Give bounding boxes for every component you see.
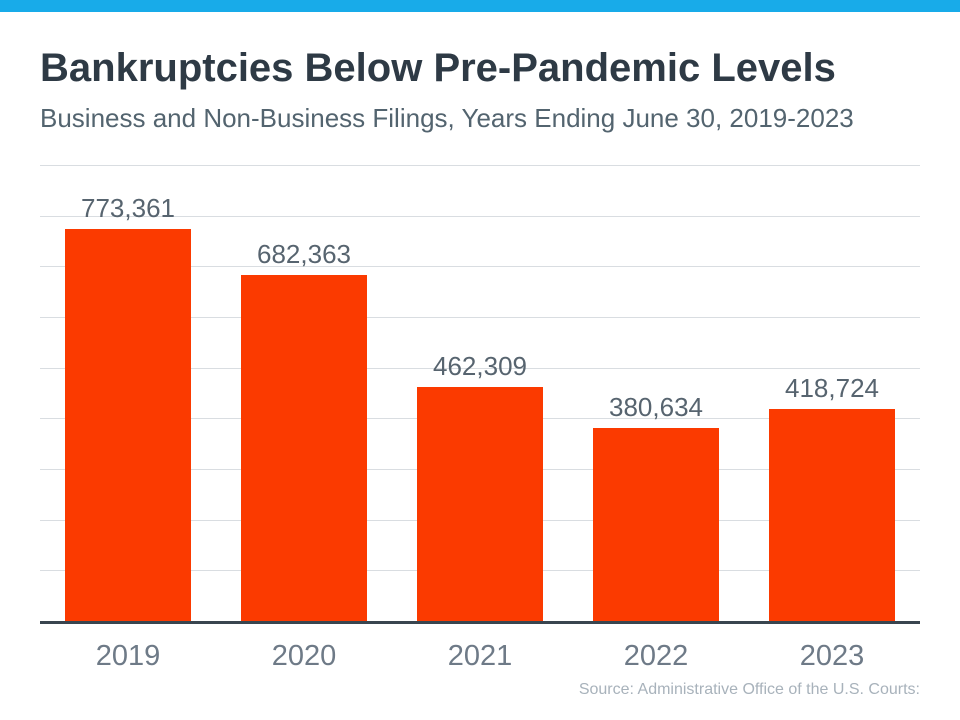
gridline: [40, 266, 920, 268]
header: Bankruptcies Below Pre-Pandemic Levels B…: [40, 44, 920, 134]
bars-row: 773,361 682,363 462,309 380,634 418,724: [40, 165, 920, 621]
x-axis-label-2021: 2021: [447, 640, 513, 672]
bar-2022: [593, 428, 719, 621]
x-axis-label-2022: 2022: [623, 640, 689, 672]
x-axis-label-2019: 2019: [95, 640, 161, 672]
bar-band: 462,309: [392, 165, 568, 621]
top-accent-banner: [0, 0, 960, 12]
gridline: [40, 367, 920, 369]
bar-band: 418,724: [744, 165, 920, 621]
bar-value-label: 462,309: [433, 350, 527, 381]
bar-2019: [65, 229, 191, 621]
gridline: [40, 215, 920, 217]
page-title: Bankruptcies Below Pre-Pandemic Levels: [40, 46, 836, 90]
bar-value-label: 418,724: [785, 372, 879, 403]
bar-2020: [241, 275, 367, 621]
x-axis: 2019 2020 2021 2022 2023: [40, 624, 920, 673]
bar-band: 773,361: [40, 165, 216, 621]
bar-chart: 773,361 682,363 462,309 380,634 418,724 2019…: [40, 165, 920, 673]
source-text: Source: Administrative Office of the U.S…: [578, 681, 920, 698]
page-subtitle: Business and Non-Business Filings, Years…: [40, 103, 854, 133]
bar-band: 682,363: [216, 165, 392, 621]
x-axis-label-2020: 2020: [271, 640, 337, 672]
bar-value-label: 682,363: [257, 239, 351, 270]
plot-area: 773,361 682,363 462,309 380,634 418,724: [40, 165, 920, 624]
x-axis-label-2023: 2023: [799, 640, 865, 672]
bar-band: 380,634: [568, 165, 744, 621]
gridline: [40, 165, 920, 166]
bar-2023: [769, 408, 895, 621]
bar-value-label: 380,634: [609, 392, 703, 423]
bar-value-label: 773,361: [81, 193, 175, 224]
gridline: [40, 316, 920, 318]
bar-2021: [417, 386, 543, 621]
